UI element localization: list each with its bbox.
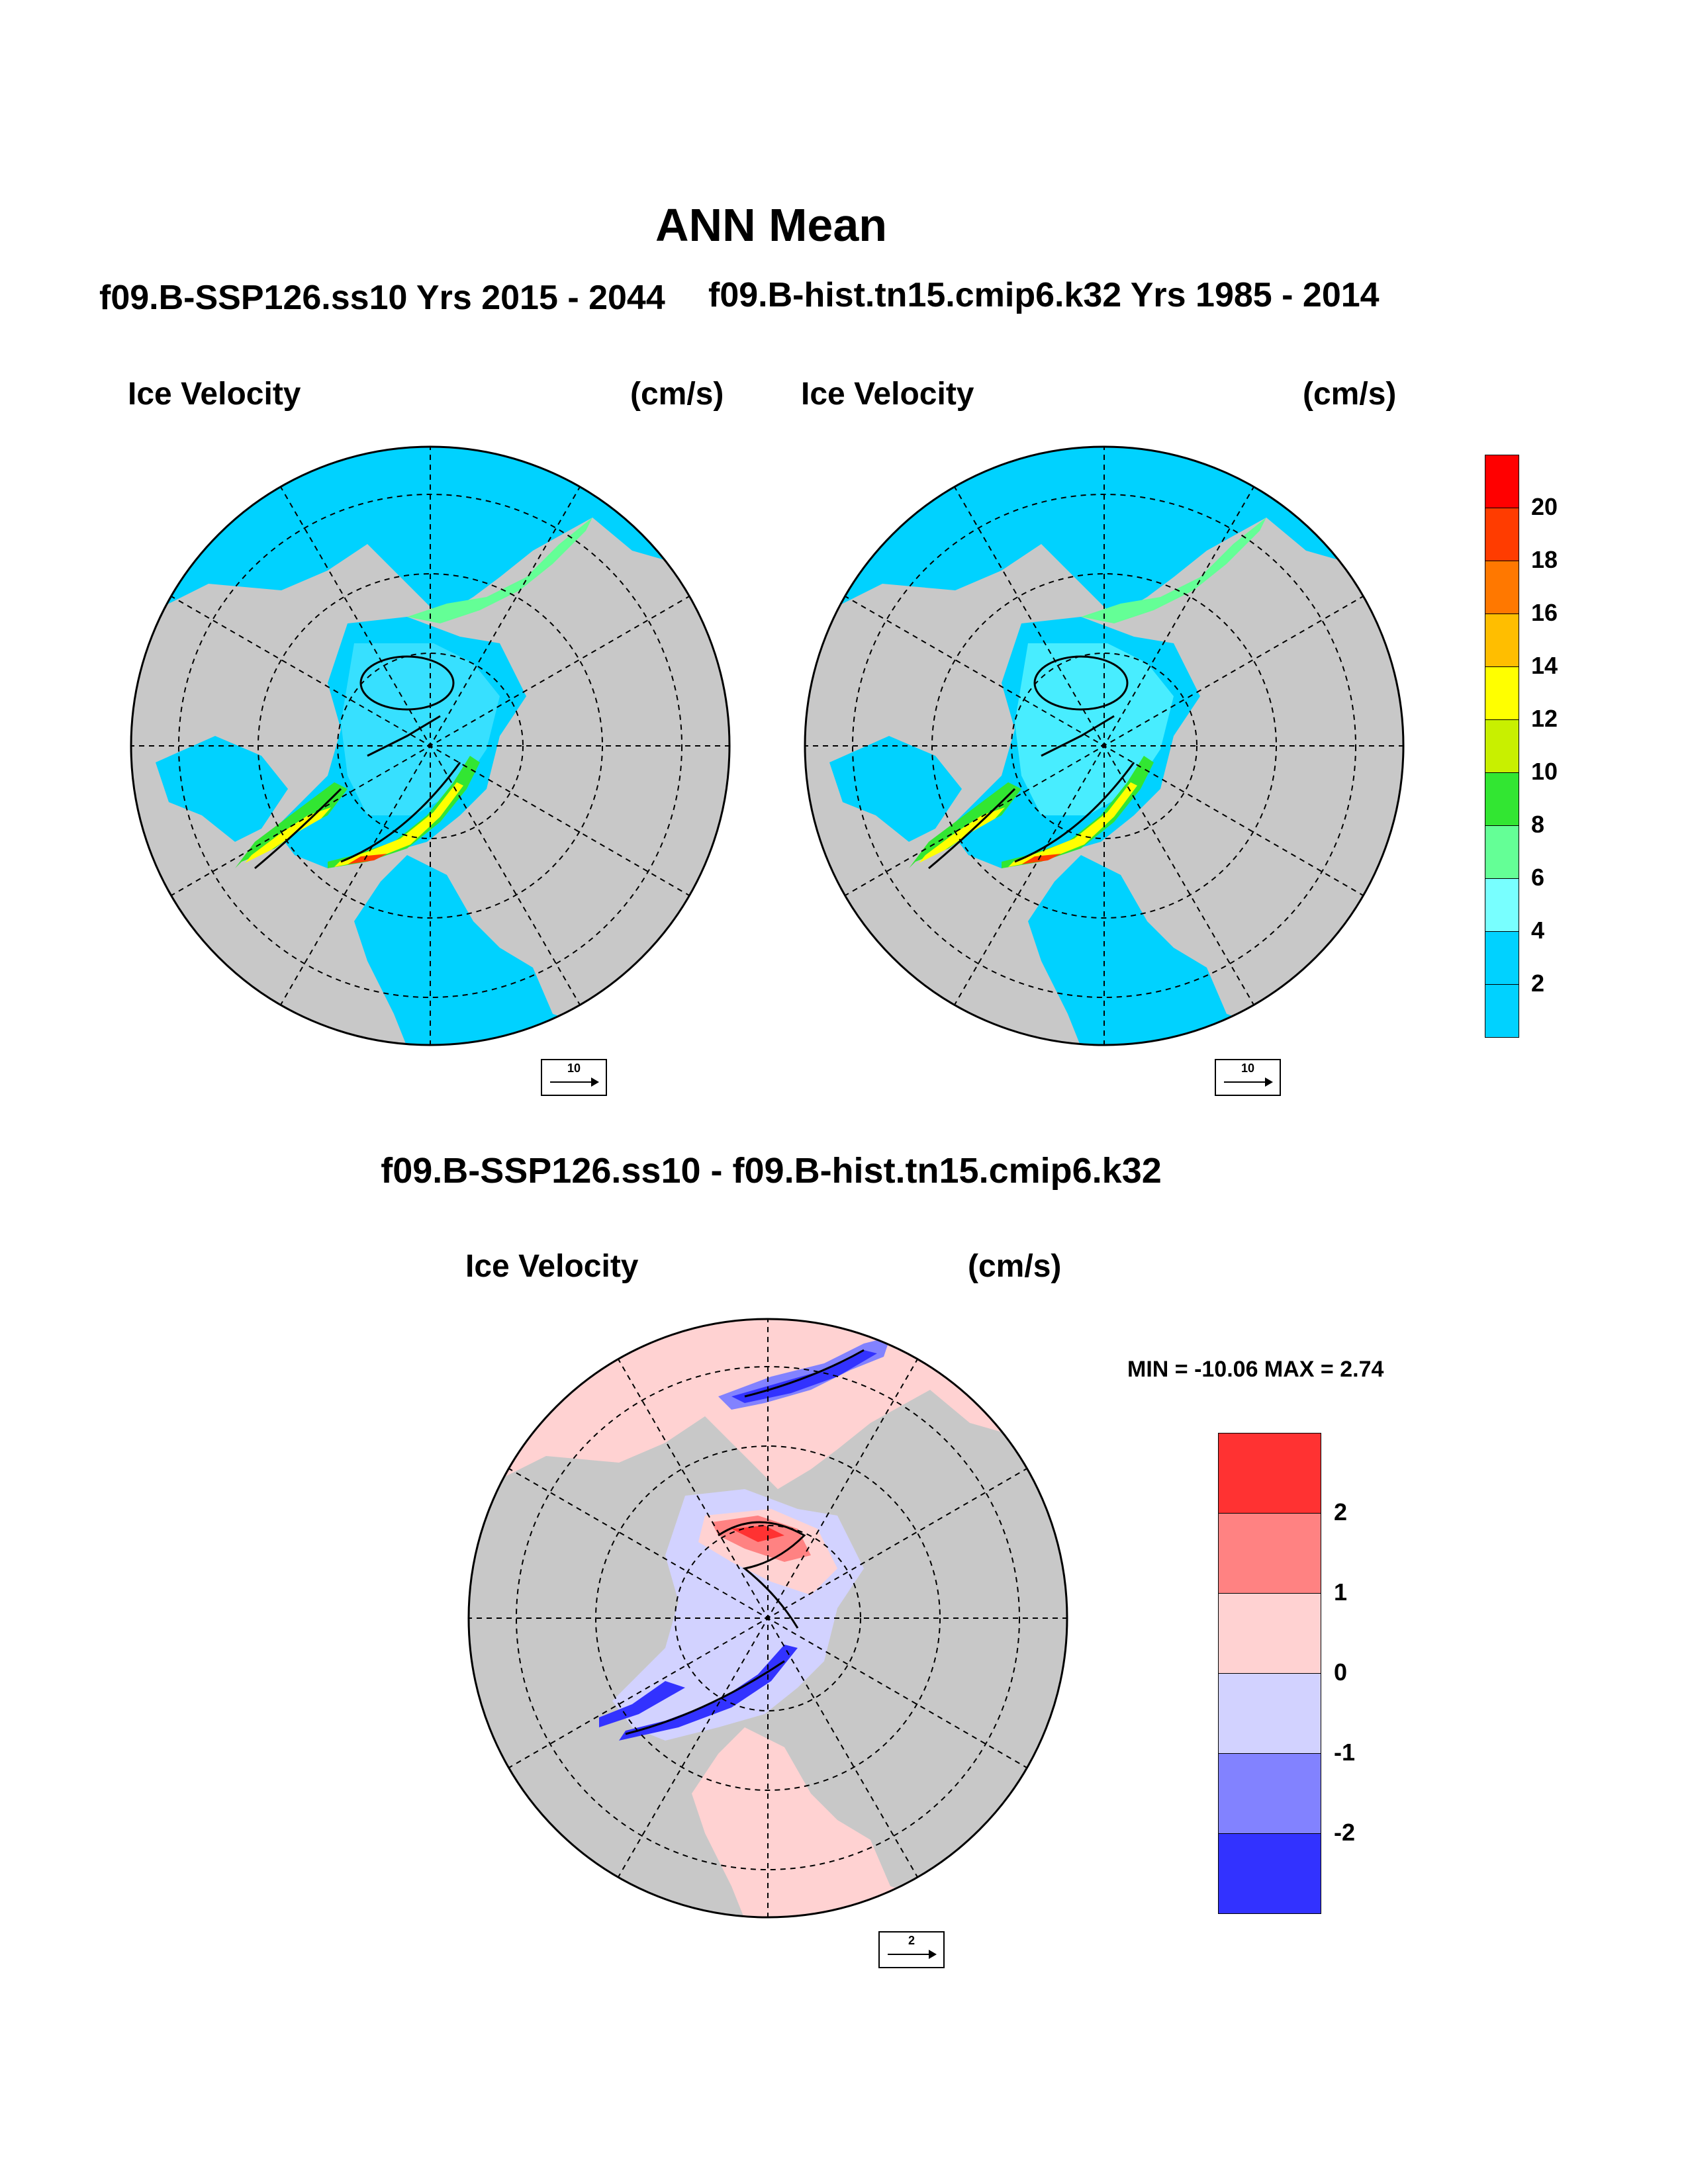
velocity-colorbar-cell: [1485, 878, 1519, 932]
diff-polar-map: [467, 1318, 1068, 1919]
diff-units: (cm/s): [968, 1249, 1062, 1284]
panel2-polar-map: [804, 445, 1405, 1046]
reference-arrow-icon: [1224, 1077, 1273, 1087]
velocity-colorbar-label: 8: [1531, 811, 1545, 838]
difference-title: f09.B-SSP126.ss10 - f09.B-hist.tn15.cmip…: [381, 1151, 1162, 1191]
velocity-colorbar-cell: [1485, 984, 1519, 1038]
diff-field-label: Ice Velocity: [465, 1249, 639, 1284]
diff-min-max: MIN = -10.06 MAX = 2.74: [1127, 1357, 1384, 1382]
panel1-polar-map: [130, 445, 731, 1046]
velocity-colorbar-cell: [1485, 508, 1519, 561]
difference-colorbar-cell: [1218, 1833, 1321, 1914]
difference-colorbar-label: 0: [1334, 1659, 1348, 1686]
velocity-colorbar-label: 2: [1531, 970, 1545, 997]
panel2-units: (cm/s): [1303, 377, 1397, 412]
difference-colorbar-label: 1: [1334, 1578, 1348, 1606]
panel2-field-label: Ice Velocity: [801, 377, 974, 412]
velocity-colorbar-cell: [1485, 561, 1519, 614]
panel1-reference-vector-label: 10: [567, 1062, 581, 1075]
difference-colorbar-cell: [1218, 1753, 1321, 1834]
reference-arrow-icon: [888, 1950, 937, 1959]
difference-colorbar-cell: [1218, 1593, 1321, 1674]
diff-reference-vector: 2: [878, 1931, 945, 1968]
panel1-field-label: Ice Velocity: [128, 377, 301, 412]
reference-arrow-icon: [550, 1077, 599, 1087]
difference-colorbar-cell: [1218, 1433, 1321, 1514]
velocity-colorbar-label: 4: [1531, 917, 1545, 944]
difference-colorbar-cell: [1218, 1673, 1321, 1754]
panel1-reference-vector: 10: [541, 1059, 607, 1096]
velocity-colorbar-label: 20: [1531, 493, 1558, 520]
velocity-colorbar-cell: [1485, 666, 1519, 720]
velocity-colorbar-cell: [1485, 719, 1519, 773]
velocity-colorbar-cell: [1485, 931, 1519, 985]
diff-reference-vector-label: 2: [908, 1934, 915, 1947]
velocity-colorbar-cell: [1485, 825, 1519, 879]
figure-title: ANN Mean: [655, 199, 888, 251]
velocity-colorbar-label: 14: [1531, 652, 1558, 679]
panel1-run-title: f09.B-SSP126.ss10 Yrs 2015 - 2044: [99, 279, 665, 317]
panel2-reference-vector: 10: [1215, 1059, 1281, 1096]
velocity-colorbar-label: 16: [1531, 599, 1558, 626]
difference-colorbar-cell: [1218, 1513, 1321, 1594]
velocity-colorbar-cell: [1485, 614, 1519, 667]
velocity-colorbar-label: 12: [1531, 705, 1558, 732]
velocity-colorbar-label: 18: [1531, 546, 1558, 573]
panel2-reference-vector-label: 10: [1241, 1062, 1255, 1075]
velocity-colorbar-cell: [1485, 772, 1519, 826]
panel2-run-title: f09.B-hist.tn15.cmip6.k32 Yrs 1985 - 201…: [708, 276, 1380, 314]
velocity-colorbar-cell: [1485, 455, 1519, 508]
velocity-colorbar-label: 10: [1531, 758, 1558, 785]
difference-colorbar-label: -2: [1334, 1819, 1356, 1846]
difference-colorbar-label: 2: [1334, 1498, 1348, 1525]
difference-colorbar-label: -1: [1334, 1739, 1356, 1766]
panel1-units: (cm/s): [630, 377, 724, 412]
velocity-colorbar-label: 6: [1531, 864, 1545, 891]
